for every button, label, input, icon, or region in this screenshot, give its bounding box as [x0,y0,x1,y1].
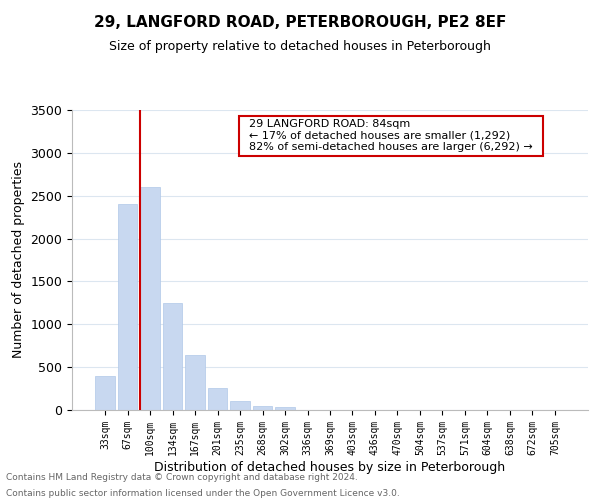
Text: Contains HM Land Registry data © Crown copyright and database right 2024.: Contains HM Land Registry data © Crown c… [6,474,358,482]
Text: Contains public sector information licensed under the Open Government Licence v3: Contains public sector information licen… [6,488,400,498]
Text: Size of property relative to detached houses in Peterborough: Size of property relative to detached ho… [109,40,491,53]
Text: 29 LANGFORD ROAD: 84sqm
  ← 17% of detached houses are smaller (1,292)
  82% of : 29 LANGFORD ROAD: 84sqm ← 17% of detache… [242,119,540,152]
Bar [208,388,227,410]
Bar [185,355,205,410]
Bar [230,400,250,410]
Text: 29, LANGFORD ROAD, PETERBOROUGH, PE2 8EF: 29, LANGFORD ROAD, PETERBOROUGH, PE2 8EF [94,15,506,30]
Bar [253,406,272,410]
Y-axis label: Number of detached properties: Number of detached properties [12,162,25,358]
Bar [118,204,137,410]
X-axis label: Distribution of detached houses by size in Peterborough: Distribution of detached houses by size … [154,460,506,473]
Bar [275,408,295,410]
Bar [140,187,160,410]
Bar [95,376,115,410]
Bar [163,303,182,410]
